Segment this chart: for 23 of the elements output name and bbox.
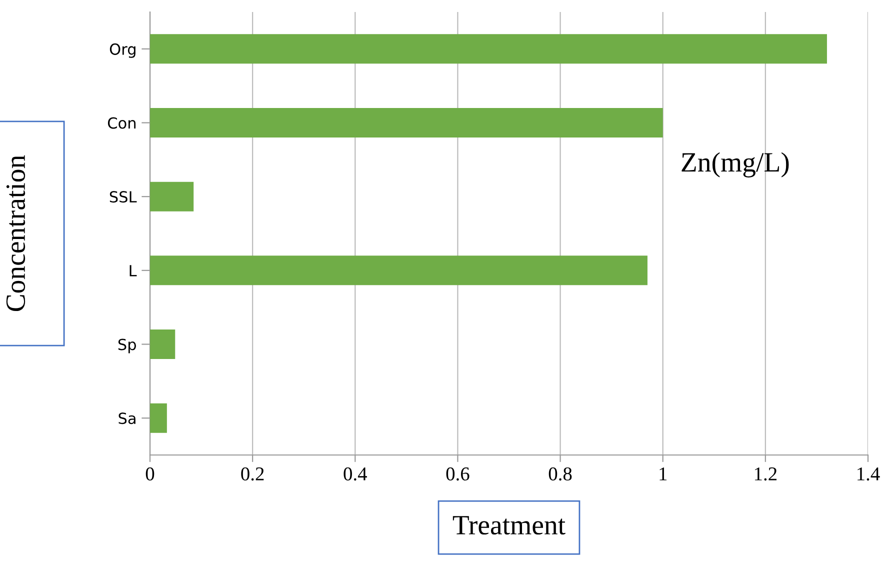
y-tick-label: SSL [110,191,137,203]
y-tick-label: L [130,265,137,276]
y-tick-label: Org [110,43,136,58]
x-tick-label: 0.2 [241,467,264,481]
bar [150,182,194,212]
bar [150,403,167,433]
y-axis-title: Concentration [6,155,26,312]
y-tick-label: Con [108,117,136,129]
bar [150,34,827,64]
x-tick-label: 1.2 [754,467,777,481]
x-tick-label: 1 [660,467,667,480]
annotation: Zn(mg/L) [682,152,789,178]
x-tick-label: 0.6 [446,467,470,481]
x-axis-title: Treatment [452,516,566,535]
bar [150,108,663,138]
bar [150,256,648,286]
y-tick-label: Sa [118,412,136,424]
bar [150,329,176,360]
x-tick-label: 0 [146,467,154,480]
x-tick-label: 0.4 [344,467,367,481]
x-tick-label: 1.4 [858,467,880,481]
y-tick-label: Sp [118,338,136,354]
x-tick-label: 0.8 [548,467,572,481]
